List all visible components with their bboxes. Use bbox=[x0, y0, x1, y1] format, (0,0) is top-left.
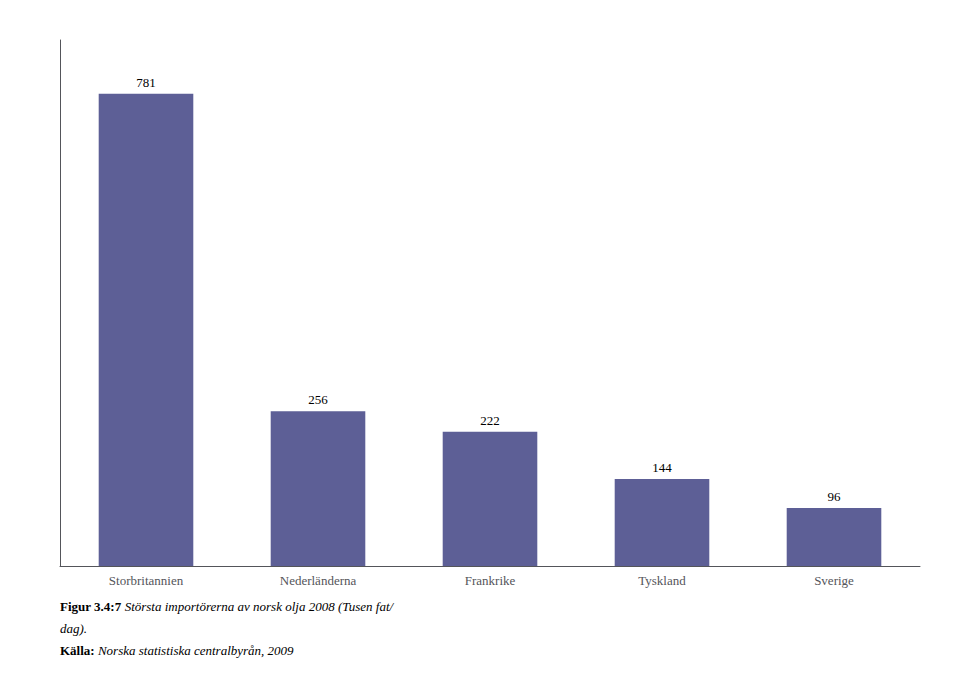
svg-text:Frankrike: Frankrike bbox=[465, 573, 516, 588]
svg-text:144: 144 bbox=[652, 460, 672, 475]
svg-text:256: 256 bbox=[308, 392, 328, 407]
svg-text:781: 781 bbox=[136, 75, 156, 90]
svg-text:Tyskland: Tyskland bbox=[638, 573, 686, 588]
svg-text:Figur 3.4:7: Figur 3.4:7 bbox=[60, 599, 122, 614]
svg-text:Nederländerna: Nederländerna bbox=[280, 573, 357, 588]
svg-text:dag).: dag). bbox=[60, 621, 87, 636]
svg-text:Största importörerna av norsk: Största importörerna av norsk olja 2008 … bbox=[125, 599, 395, 614]
svg-text:Källa:: Källa: bbox=[60, 643, 95, 658]
svg-text:222: 222 bbox=[480, 413, 500, 428]
svg-text:96: 96 bbox=[828, 489, 842, 504]
svg-text:Storbritannien: Storbritannien bbox=[109, 573, 184, 588]
svg-text:Norska statistiska centralbyrå: Norska statistiska centralbyrån, 2009 bbox=[97, 643, 294, 658]
svg-text:Sverige: Sverige bbox=[814, 573, 854, 588]
